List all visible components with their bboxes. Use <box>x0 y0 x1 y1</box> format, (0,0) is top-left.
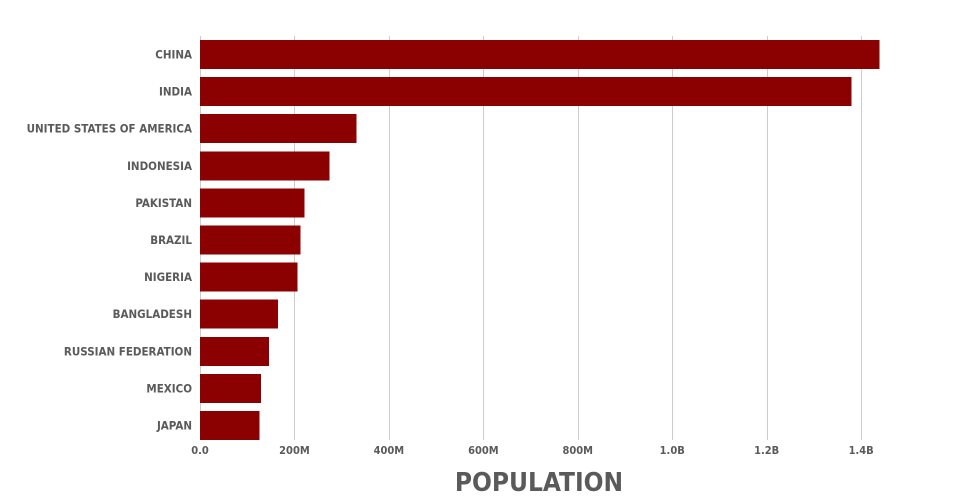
bar <box>200 77 852 107</box>
x-tick-label: 600M <box>468 444 499 457</box>
category-label: CHINA <box>155 48 192 62</box>
category-label: INDONESIA <box>127 159 192 173</box>
category-label: JAPAN <box>156 419 192 433</box>
bar <box>200 299 278 329</box>
x-tick-label: 400M <box>374 444 405 457</box>
category-label: BANGLADESH <box>113 307 192 321</box>
category-label: INDIA <box>159 85 192 99</box>
x-tick-label: 1.2B <box>754 444 779 457</box>
x-tick-label: 0.0 <box>191 444 209 457</box>
x-tick-label: 200M <box>279 444 310 457</box>
bar <box>200 114 357 144</box>
category-label: NIGERIA <box>144 270 192 284</box>
bars <box>200 40 880 440</box>
category-label: UNITED STATES OF AMERICA <box>27 122 192 136</box>
bar <box>200 262 298 292</box>
x-tick-label: 1.0B <box>660 444 685 457</box>
bar <box>200 225 301 255</box>
x-tick-labels: 0.0 200M 400M 600M 800M 1.0B 1.2B 1.4B <box>191 444 873 457</box>
x-axis-title: POPULATION <box>455 468 623 498</box>
bar <box>200 40 880 69</box>
bar <box>200 188 305 218</box>
category-label: PAKISTAN <box>135 196 192 210</box>
category-labels: CHINA INDIA UNITED STATES OF AMERICA INDONE… <box>27 48 193 433</box>
bar <box>200 151 330 181</box>
bar <box>200 336 269 366</box>
bar <box>200 411 260 440</box>
category-label: RUSSIAN FEDERATION <box>64 344 192 358</box>
x-tick-label: 800M <box>563 444 594 457</box>
x-tick-label: 1.4B <box>849 444 874 457</box>
category-label: MEXICO <box>146 381 192 395</box>
category-label: BRAZIL <box>150 233 192 247</box>
bar <box>200 373 261 403</box>
